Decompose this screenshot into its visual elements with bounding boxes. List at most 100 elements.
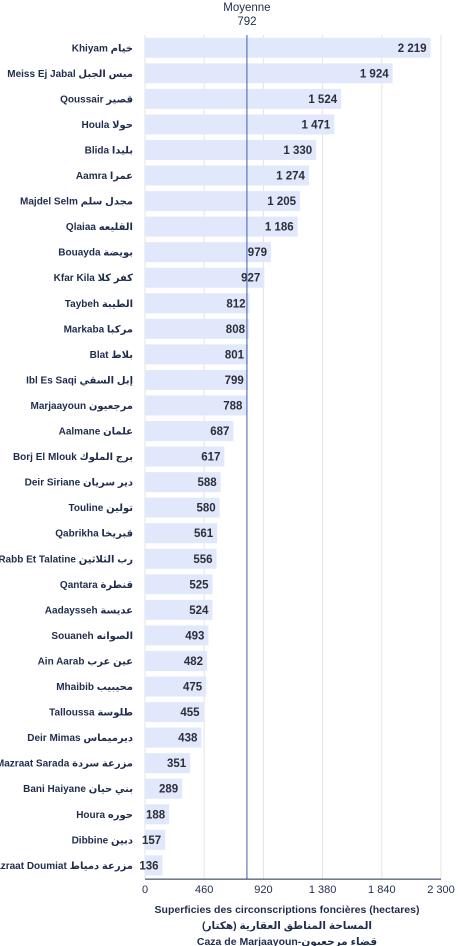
bar-value-label: 482: [184, 656, 203, 668]
x-tick-label: 1 380: [309, 884, 337, 896]
bar-value-label: 438: [178, 733, 198, 745]
bar: [145, 88, 342, 109]
bar: [145, 676, 207, 697]
x-axis-title-line-3: Caza de Marjaayoun-قضاء مرجعيون: [197, 936, 377, 946]
bar: [145, 548, 217, 569]
bar: [145, 446, 225, 467]
bar-value-label: 927: [241, 273, 260, 285]
bar: [145, 267, 265, 288]
bar-value-label: 1 330: [283, 145, 312, 157]
bar: [145, 599, 213, 620]
bar: [145, 37, 431, 58]
bar: [145, 63, 393, 84]
bar: [145, 344, 249, 365]
bar-value-label: 1 471: [302, 119, 331, 131]
x-axis: 0 460 920 1 380 1 840 2 300: [142, 878, 455, 896]
bar: [145, 702, 204, 723]
category-label: Touline تولين: [69, 503, 134, 514]
category-label: Borj El Mlouk برج الملوك: [13, 452, 133, 463]
bar: [145, 191, 301, 212]
category-label: Marjaayoun مرجعيون: [30, 401, 133, 412]
x-tick-label: 2 300: [427, 884, 455, 896]
x-tick-label: 920: [254, 884, 272, 896]
bar: [145, 139, 317, 160]
bar: [145, 778, 183, 799]
category-label: Blat بلاط: [90, 350, 133, 361]
bar: [145, 242, 271, 263]
category-label: Ain Aarab عين عرب: [38, 656, 133, 667]
category-label: Souaneh الصوانه: [51, 631, 133, 642]
bar: [145, 523, 218, 544]
category-label: Aalmane علمان: [59, 427, 133, 438]
bar-value-label: 979: [248, 247, 267, 259]
bar-value-label: 588: [197, 477, 217, 489]
bar-value-label: 493: [185, 630, 204, 642]
bar-value-label: 1 524: [308, 94, 337, 106]
mean-marker: Moyenne 792: [223, 2, 271, 880]
x-axis-title-line-2: المساحة المناطق العقارية (هكتار): [202, 920, 372, 932]
x-tick-label: 460: [195, 884, 213, 896]
category-label: Dibbine دبين: [72, 835, 133, 846]
category-label: Qantara قنطرة: [60, 580, 133, 591]
bar: [145, 574, 213, 595]
category-label: Bani Haiyane بني حيان: [23, 784, 133, 795]
category-label: Qlaiaa القليعه: [66, 222, 133, 233]
category-label: Houra حوره: [76, 810, 133, 821]
category-label: Mhaibib محيبيب: [56, 682, 133, 693]
bar: [145, 650, 208, 671]
bar-value-label: 799: [225, 375, 244, 387]
bar: [145, 804, 170, 825]
bar-value-label: 524: [189, 605, 209, 617]
bar: [145, 165, 309, 186]
bar-value-label: 801: [225, 349, 245, 361]
bar-value-label: 455: [180, 707, 200, 719]
bar: [145, 727, 202, 748]
bars: 2 219 Khiyam خيام 1 924 Meiss Ej Jabal ميس …: [0, 37, 431, 876]
category-label: Qoussair قصير: [60, 94, 133, 105]
bar-value-label: 812: [226, 298, 245, 310]
category-label: Blida بليدا: [85, 145, 133, 156]
category-label: Qabrikha قبريخا: [55, 529, 133, 540]
bar-value-label: 136: [139, 860, 158, 872]
bar-value-label: 617: [201, 452, 220, 464]
category-label: Khiyam خيام: [72, 43, 133, 54]
bar: [145, 395, 247, 416]
category-label: Deir Mimas ديرميماس: [27, 733, 133, 744]
x-tick-label: 0: [142, 884, 148, 896]
category-label: Talloussa طلوسة: [49, 708, 133, 719]
category-label: Taybeh الطيبة: [65, 299, 133, 310]
x-axis-title-line-1: Superficies des circonscriptions foncièr…: [155, 904, 420, 916]
category-label: Mazraat Sarada مزرعة سردة: [0, 759, 133, 770]
bar-value-label: 561: [194, 528, 214, 540]
bar-value-label: 788: [223, 400, 243, 412]
x-tick-label: 1 840: [368, 884, 396, 896]
bar-value-label: 2 219: [398, 43, 427, 55]
bar: [145, 829, 166, 850]
category-label: Deir Siriane دير سريان: [25, 478, 133, 489]
bar: [145, 855, 163, 876]
bar-value-label: 556: [193, 554, 212, 566]
mean-value-label: 792: [237, 16, 256, 28]
bar: [145, 472, 221, 493]
bar-value-label: 157: [142, 835, 161, 847]
bar: [145, 114, 335, 135]
bar-value-label: 188: [146, 809, 166, 821]
category-label: Ibl Es Saqi إبل السقي: [26, 375, 133, 386]
bar: [145, 625, 209, 646]
category-label: Aamra عمرا: [76, 171, 133, 182]
x-axis-title: Superficies des circonscriptions foncièr…: [155, 904, 420, 946]
category-label: Majdel Selm مجدل سلم: [20, 197, 133, 208]
bar-value-label: 1 186: [265, 222, 294, 234]
category-label: Aadaysseh عديسة: [45, 605, 133, 616]
bar: [145, 421, 234, 442]
bar: [145, 497, 220, 518]
mean-label: Moyenne: [223, 2, 270, 14]
category-label: Houla حولا: [82, 120, 134, 131]
bar-value-label: 525: [189, 579, 209, 591]
category-label: Kfar Kila كفر كلا: [54, 273, 134, 284]
bar-value-label: 475: [183, 682, 203, 694]
category-label: Mazraat Doumiat مزرعة دمياط: [0, 861, 133, 872]
category-label: Markaba مركبا: [64, 324, 133, 335]
category-label: Rabb Et Talatine رب الثلاثين: [0, 554, 133, 565]
